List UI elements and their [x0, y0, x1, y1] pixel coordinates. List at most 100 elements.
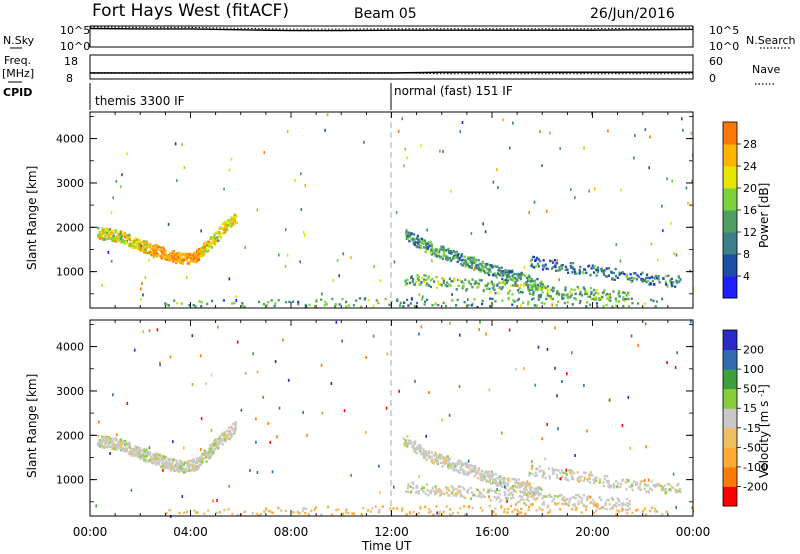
scatter-cell [527, 499, 530, 502]
scatter-cell [664, 280, 667, 284]
scatter-cell [489, 270, 492, 274]
scatter-cell [588, 264, 591, 267]
scatter-cell [677, 482, 680, 486]
scatter-cell [529, 488, 532, 491]
scatter-cell [507, 507, 510, 511]
scatter-cell [499, 482, 503, 485]
scatter-cell [650, 480, 653, 483]
scatter-cell [345, 508, 348, 511]
scatter-cell [450, 485, 453, 488]
scatter-cell [413, 238, 416, 241]
scatter-cell [145, 454, 148, 458]
scatter-cell [203, 512, 206, 515]
scatter-cell [468, 466, 471, 470]
scatter-cell [689, 269, 691, 273]
scatter-cell [626, 480, 630, 483]
scatter-cell [121, 233, 124, 236]
scatter-cell [125, 242, 128, 245]
scatter-cell [451, 256, 455, 259]
scatter-cell [544, 457, 546, 461]
scatter-cell [428, 490, 431, 494]
scatter-cell [189, 259, 192, 262]
scatter-cell [484, 271, 487, 274]
scatter-cell [500, 431, 503, 435]
scatter-cell [453, 462, 456, 466]
scatter-cell [395, 507, 399, 510]
scatter-cell [224, 438, 227, 441]
scatter-cell [623, 299, 626, 302]
scatter-cell [422, 490, 425, 493]
scatter-cell [592, 266, 595, 269]
scatter-cell [641, 280, 644, 283]
scatter-cell [500, 270, 503, 273]
scatter-cell [181, 261, 184, 264]
scatter-cell [241, 302, 244, 305]
scatter-cell [125, 450, 128, 453]
scatter-cell [188, 466, 191, 470]
scatter-cell [450, 466, 453, 469]
scatter-cell [508, 328, 511, 332]
scatter-cell [443, 254, 446, 257]
scatter-cell [541, 497, 544, 500]
scatter-cell [569, 262, 572, 265]
scatter-cell [517, 483, 520, 486]
scatter-cell [458, 462, 461, 466]
scatter-cell [453, 278, 456, 282]
scatter-cell [453, 254, 456, 258]
scatter-cell [555, 476, 559, 479]
scatter-cell [256, 471, 259, 474]
scatter-cell [531, 286, 534, 289]
scatter-cell [458, 256, 461, 260]
scatter-cell [442, 245, 445, 248]
scatter-cell [541, 164, 543, 168]
scatter-cell [282, 338, 284, 342]
scatter-cell [571, 271, 574, 274]
scatter-cell [207, 509, 210, 512]
scatter-cell [180, 261, 183, 264]
scatter-cell [159, 246, 162, 249]
scatter-cell [612, 486, 615, 489]
scatter-cell [449, 284, 452, 287]
scatter-cell [541, 508, 544, 511]
scatter-cell [589, 481, 592, 484]
scatter-cell [203, 451, 207, 454]
scatter-cell [138, 238, 141, 242]
scatter-cell [579, 290, 582, 294]
scatter-cell [204, 247, 207, 250]
scatter-cell [542, 473, 546, 476]
scatter-cell [542, 259, 545, 262]
scatter-cell [503, 508, 506, 511]
scatter-cell [440, 492, 443, 495]
scatter-cell [551, 303, 553, 307]
scatter-cell [500, 266, 503, 269]
scatter-cell [200, 246, 203, 250]
scatter-cell [107, 441, 110, 444]
scatter-cell [459, 468, 462, 472]
scatter-cell [222, 299, 225, 302]
scatter-cell [428, 391, 430, 395]
scatter-cell [602, 305, 605, 308]
scatter-cell [561, 497, 564, 500]
scatter-cell [179, 255, 182, 258]
scatter-cell [492, 285, 496, 288]
scatter-cell [649, 282, 652, 285]
scatter-cell [163, 456, 166, 459]
scatter-cell [526, 482, 529, 486]
scatter-cell [572, 477, 575, 481]
scatter-cell [158, 463, 161, 466]
x-tick-label: 16:00 [475, 525, 510, 539]
scatter-cell [456, 298, 459, 302]
velocity-cells [95, 320, 695, 518]
scatter-cell [395, 211, 398, 215]
scatter-cell [170, 462, 173, 466]
scatter-cell [98, 420, 100, 424]
scatter-cell [287, 378, 290, 382]
scatter-cell [152, 253, 156, 257]
freq-ytick-top: 18 [64, 55, 78, 68]
scatter-cell [412, 449, 415, 452]
scatter-cell [524, 512, 527, 515]
scatter-cell [193, 509, 196, 512]
scatter-cell [535, 474, 539, 477]
scatter-cell [192, 460, 195, 464]
scatter-cell [605, 303, 608, 307]
